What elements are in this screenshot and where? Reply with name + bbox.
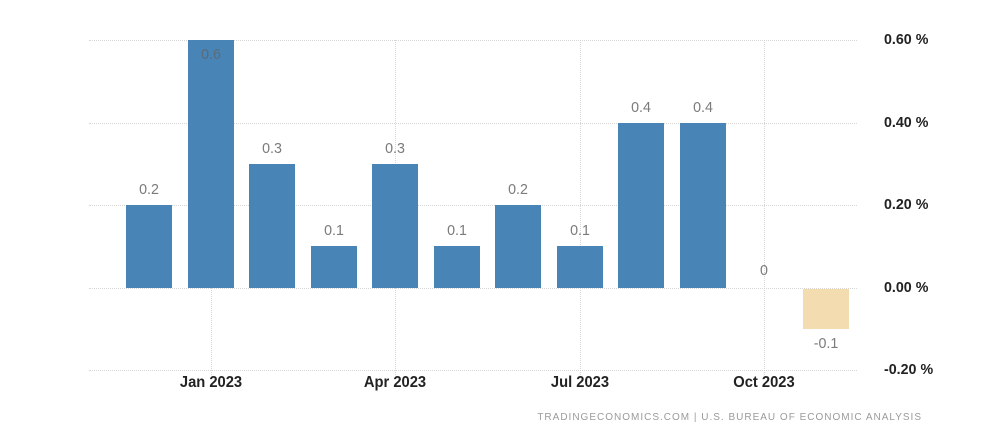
bar-negative[interactable]	[802, 288, 849, 329]
y-gridline	[89, 40, 857, 41]
bar-positive[interactable]	[126, 205, 172, 288]
x-gridline	[579, 40, 581, 375]
bar-positive[interactable]	[433, 246, 480, 288]
y-axis-tick-label: 0.20 %	[884, 196, 929, 213]
bar-value-label: 0.1	[569, 222, 590, 240]
bar-value-label: 0	[760, 261, 768, 279]
bar-value-label: 0.6	[200, 46, 221, 63]
y-gridline	[89, 287, 857, 289]
bar-value-label: 0.1	[446, 222, 467, 240]
x-axis-tick-label: Jul 2023	[550, 374, 609, 391]
x-gridline	[764, 40, 765, 375]
x-axis-tick-label: Apr 2023	[363, 374, 427, 391]
y-axis-tick-label: -0.20 %	[884, 361, 934, 378]
bar-value-label: 0.3	[262, 139, 282, 157]
bar-value-label: 0.4	[631, 98, 651, 116]
bar-positive[interactable]	[249, 163, 295, 288]
attribution: TRADINGECONOMICS.COM | U.S. BUREAU OF EC…	[537, 412, 922, 423]
y-gridline	[89, 122, 857, 124]
bar-positive[interactable]	[372, 163, 418, 288]
bar-value-label: 0.2	[508, 181, 528, 198]
bar-value-label: 0.2	[139, 181, 159, 198]
y-axis-tick-label: 0.40 %	[884, 113, 929, 131]
y-axis-tick-label: 0.60 %	[884, 31, 929, 48]
bar-value-label: -0.1	[813, 334, 838, 352]
bar-value-label: 0.4	[692, 98, 713, 116]
bar-positive[interactable]	[556, 246, 603, 288]
bar-value-label: 0.3	[385, 139, 405, 157]
x-axis-tick-label: Oct 2023	[733, 374, 795, 391]
y-gridline	[89, 370, 857, 371]
bar-positive[interactable]	[679, 122, 726, 288]
bar-positive[interactable]	[495, 205, 541, 288]
bar-positive[interactable]	[310, 246, 357, 288]
bar-positive[interactable]	[618, 122, 664, 288]
bar-positive[interactable]	[187, 40, 234, 288]
x-axis-tick-label: Jan 2023	[179, 374, 242, 391]
y-axis-tick-label: 0.00 %	[884, 278, 929, 296]
y-gridline	[89, 205, 857, 206]
bar-value-label: 0.1	[323, 222, 344, 240]
